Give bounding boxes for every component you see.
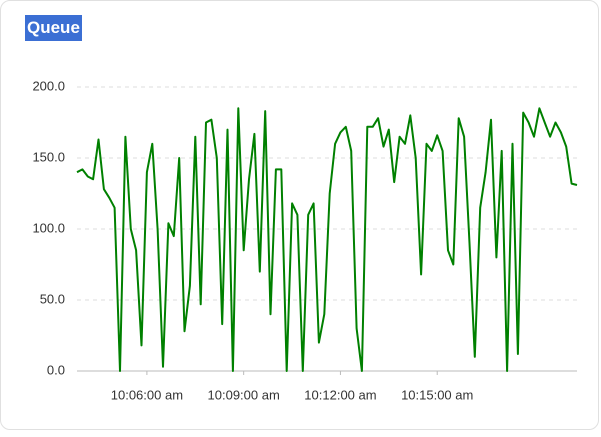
y-tick-label: 0.0 — [47, 362, 65, 377]
x-tick-label: 10:15:00 am — [401, 387, 473, 402]
chart-title: Queue — [25, 15, 82, 41]
y-tick-label: 200.0 — [32, 78, 65, 93]
x-tick-label: 10:12:00 am — [304, 387, 376, 402]
x-tick-label: 10:06:00 am — [111, 387, 183, 402]
y-tick-label: 50.0 — [40, 291, 65, 306]
line-series — [76, 107, 578, 372]
y-tick-label: 100.0 — [32, 220, 65, 235]
x-tick-label: 10:09:00 am — [208, 387, 280, 402]
y-tick-label: 150.0 — [32, 149, 65, 164]
